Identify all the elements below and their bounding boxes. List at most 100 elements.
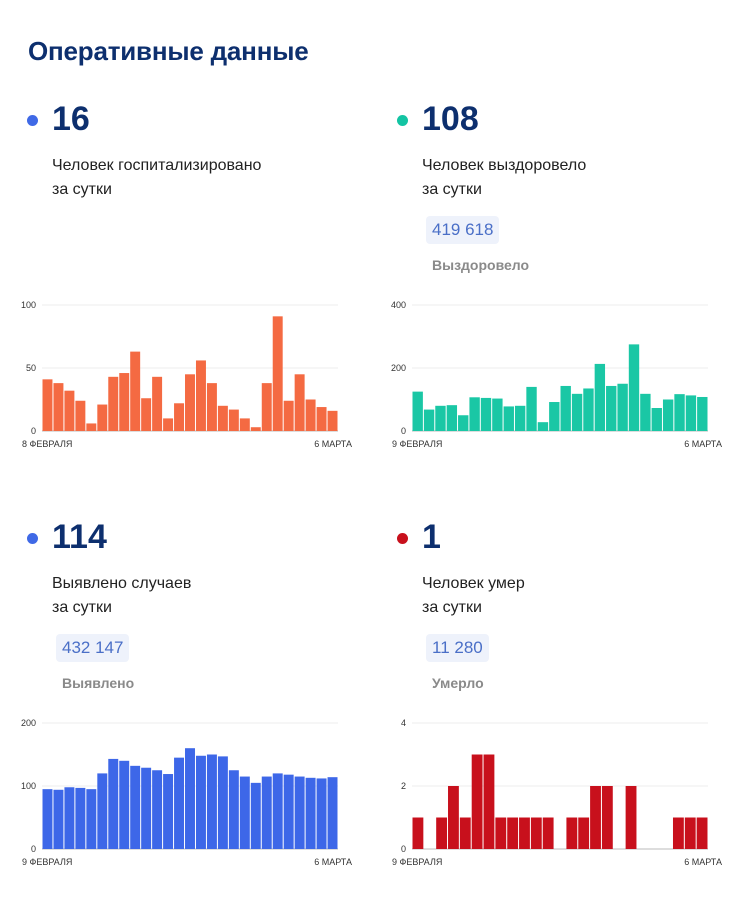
card-hospitalized: 16 Человек госпитализировано за сутки 0 5… <box>20 96 360 496</box>
x-end-label: 6 МАРТА <box>684 439 722 449</box>
bar <box>674 394 685 431</box>
y-tick-label: 200 <box>21 718 36 728</box>
bar <box>305 399 316 431</box>
bar <box>578 817 590 849</box>
bar <box>250 782 261 849</box>
bar <box>152 770 163 849</box>
bar <box>459 817 471 849</box>
y-tick-label: 2 <box>401 781 406 791</box>
deaths-chart: 0 2 4 9 ФЕВРАЛЯ 6 МАРТА <box>392 718 722 867</box>
bar <box>108 376 119 431</box>
bar <box>327 777 338 849</box>
bar <box>97 773 108 849</box>
recovered-value: 108 <box>422 100 479 138</box>
cases-total-label: Выявлено <box>62 675 135 691</box>
bar <box>448 786 459 849</box>
bar <box>549 402 560 431</box>
bar <box>495 817 507 849</box>
bar <box>152 376 163 431</box>
bar <box>471 754 483 849</box>
deaths-description: Человек умер за сутки <box>422 575 525 616</box>
x-start-label: 8 ФЕВРАЛЯ <box>22 439 72 449</box>
bar <box>53 789 64 849</box>
bar <box>423 409 435 431</box>
y-tick-label: 200 <box>391 363 406 373</box>
card-deaths: 1 Человек умер за сутки 11 280 Умерло 0 2… <box>390 514 730 914</box>
bar <box>685 395 697 431</box>
bar <box>696 817 708 849</box>
recovered-total-label: Выздоровело <box>432 257 530 273</box>
bar <box>75 787 86 849</box>
bar <box>206 754 217 849</box>
bar <box>530 817 542 849</box>
bar <box>163 418 174 431</box>
bar <box>272 773 283 849</box>
bar <box>97 404 108 431</box>
bar <box>672 817 684 849</box>
bar <box>75 400 86 431</box>
bar <box>294 374 305 431</box>
bar <box>141 767 152 849</box>
bar <box>42 789 53 849</box>
bar <box>294 776 305 849</box>
deaths-total-label: Умерло <box>432 675 484 691</box>
bar <box>174 403 185 431</box>
bar <box>514 405 526 431</box>
hospitalized-chart: 0 50 100 8 ФЕВРАЛЯ 6 МАРТА <box>21 300 352 449</box>
bar <box>316 407 327 431</box>
bar <box>141 398 152 431</box>
bar <box>469 397 480 431</box>
bar <box>206 383 217 431</box>
bar <box>697 396 708 431</box>
bar <box>662 399 674 431</box>
bar <box>526 386 537 431</box>
bar <box>42 379 53 431</box>
y-tick-label: 100 <box>21 781 36 791</box>
x-start-label: 9 ФЕВРАЛЯ <box>392 857 442 867</box>
x-end-label: 6 МАРТА <box>314 857 352 867</box>
card-cases: 114 Выявлено случаев за сутки 432 147 Вы… <box>20 514 360 914</box>
bar <box>436 817 448 849</box>
y-tick-label: 0 <box>401 426 406 436</box>
recovered-total: 419 618 <box>426 216 500 244</box>
bar <box>261 776 272 849</box>
bar <box>228 770 239 849</box>
bar <box>625 786 637 849</box>
bar <box>283 774 294 849</box>
bar <box>571 393 583 431</box>
bar <box>217 405 228 431</box>
bar <box>195 755 206 849</box>
y-tick-label: 400 <box>391 300 406 310</box>
bar <box>480 397 492 431</box>
bar <box>119 373 130 431</box>
bar <box>435 405 446 431</box>
bar <box>217 756 228 849</box>
bar <box>590 786 601 849</box>
bar <box>272 316 283 431</box>
bar <box>86 789 97 849</box>
bar <box>503 406 514 431</box>
status-dot <box>27 533 38 544</box>
page-title: Оперативные данные <box>28 36 309 66</box>
bar <box>640 393 651 431</box>
bar <box>130 351 141 431</box>
bar <box>651 408 662 431</box>
bar <box>250 427 261 431</box>
bar <box>185 748 195 849</box>
bar <box>601 786 613 849</box>
recovered-chart: 0 200 400 9 ФЕВРАЛЯ 6 МАРТА <box>391 300 722 449</box>
bar <box>583 388 594 431</box>
hospitalized-value: 16 <box>52 100 90 138</box>
status-dot <box>397 533 408 544</box>
bar <box>560 385 571 431</box>
bar <box>412 817 424 849</box>
cases-total: 432 147 <box>56 634 130 662</box>
bar <box>64 390 75 431</box>
bar <box>566 817 578 849</box>
bar <box>594 363 606 431</box>
card-recovered: 108 Человек выздоровело за сутки 419 618… <box>390 96 730 496</box>
bar <box>174 757 185 849</box>
bar <box>195 360 206 431</box>
bar <box>412 391 423 431</box>
bar <box>684 817 696 849</box>
